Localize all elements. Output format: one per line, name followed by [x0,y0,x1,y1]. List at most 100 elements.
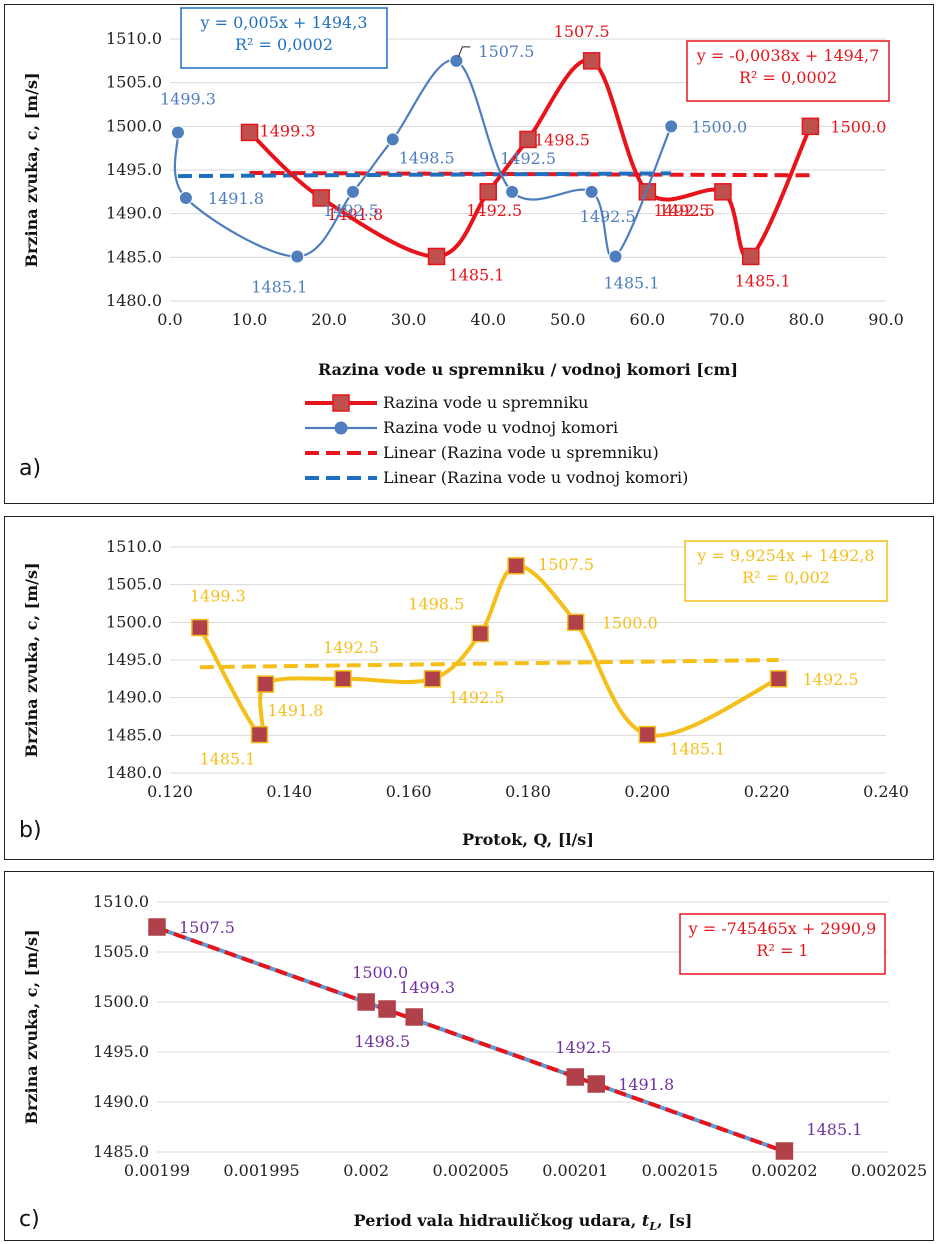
data-point [505,184,520,199]
data-point [638,725,657,744]
data-point [582,52,601,70]
series-line [173,59,673,259]
data-point [423,670,442,688]
legend-entry: Razina vode u vodnoj komori [305,418,618,437]
x-tick-label: 0.160 [386,782,432,801]
x-tick-label: 30.0 [391,310,427,329]
y-tick-label: 1500.0 [106,612,162,631]
x-tick-label: 0.002005 [433,1161,509,1180]
y-tick-label: 1495.0 [93,1042,149,1061]
legend-entry: Razina vode u spremniku [305,393,588,412]
data-label: 1492.5 [555,1038,611,1057]
data-point [178,190,193,205]
y-axis-title: Brzina zvuka, c, [m/s] [22,72,41,267]
data-label: 1499.3 [399,978,455,997]
x-axis-title-tail: , [s] [657,1211,692,1230]
data-point [507,557,525,575]
trendline-equation: y = 0,005x + 1494,3 [199,13,367,32]
data-point [250,725,269,744]
data-label: 1498.5 [534,130,590,149]
data-point [584,184,599,199]
legend-entry: Linear (Razina vode u spremniku) [305,443,659,462]
equation-box [180,7,388,69]
y-tick-label: 1485.0 [93,1142,149,1161]
data-label: 1500.0 [691,117,747,136]
data-label: 1492.5 [449,688,505,707]
x-axis-title: Razina vode u spremniku / vodnoj komori … [318,360,738,379]
x-tick-label: 0.002 [343,1161,389,1180]
data-label: 1492.5 [466,201,522,220]
data-point [256,675,275,693]
y-tick-label: 1495.0 [106,650,162,669]
x-axis-title: Period vala hidrauličkog udara, tL, [s] [354,1211,693,1233]
data-label: 1485.1 [449,265,505,284]
data-label: 1507.5 [478,42,534,61]
leader-line [457,46,471,58]
data-point [566,1068,585,1086]
data-point [290,249,305,264]
x-axis-title-var: t [642,1211,650,1230]
data-point [519,130,537,149]
legend-label: Linear (Razina vode u vodnoj komori) [383,468,688,487]
chart-panel-c: 1485.0 1490.0 1495.0 1500.0 1505.0 1510.0 0.00… [4,871,934,1241]
data-point [479,183,497,201]
equation-box [686,40,890,102]
x-tick-label: 0.00201 [542,1161,608,1180]
data-point [357,993,375,1011]
x-tick-label: 10.0 [232,310,268,329]
data-label: 1507.5 [179,918,235,937]
x-tick-label: 0.120 [147,782,193,801]
data-point [587,1075,605,1093]
x-tick-label: 0.180 [505,782,551,801]
data-point [148,918,166,936]
equation-box [684,540,888,602]
data-label: 1498.5 [399,148,455,167]
data-label: 1485.1 [669,740,725,759]
x-tick-label: 0.001995 [223,1161,299,1180]
y-tick-label: 1480.0 [106,291,162,310]
x-axis-title: Protok, Q, [l/s] [462,830,594,849]
data-point [801,117,820,136]
data-label: 1492.5 [500,149,556,168]
data-label: 1485.1 [735,271,791,290]
data-point [240,123,259,142]
data-point [170,125,185,140]
trendline-r2: R² = 0,002 [742,568,830,587]
x-tick-label: 0.140 [266,782,312,801]
data-label: 1499.3 [160,89,216,108]
data-label: 1492.5 [323,201,379,220]
data-point [334,670,352,688]
panel-label: b) [19,818,42,843]
chart-panel-b: 1480.0 1485.0 1490.0 1495.0 1500.0 1505.0 1510… [4,516,934,860]
y-tick-label: 1490.0 [93,1092,149,1111]
y-tick-label: 1500.0 [93,992,149,1011]
data-label: 1485.1 [200,750,256,769]
data-point [378,1000,396,1018]
panel-label: a) [19,456,41,481]
data-label: 1507.5 [554,22,610,41]
trendline-r2: R² = 1 [756,941,808,960]
data-label: 1492.5 [653,201,709,220]
data-point [664,119,679,134]
data-point [312,189,330,207]
trendline [156,925,786,1154]
y-tick-label: 1505.0 [106,575,162,594]
legend-label: Linear (Razina vode u spremniku) [383,443,659,462]
data-point [742,247,760,266]
data-label: 1500.0 [352,963,408,982]
y-tick-label: 1495.0 [106,160,162,179]
x-tick-label: 40.0 [470,310,506,329]
legend-label: Razina vode u vodnoj komori [383,418,618,437]
data-point [427,247,446,266]
data-label: 1499.3 [260,121,316,140]
y-axis-title: Brzina zvuka, c, [m/s] [22,562,41,757]
trendline [199,657,779,670]
trendline-r2: R² = 0,0002 [235,35,333,54]
legend-entry: Linear (Razina vode u vodnoj komori) [305,468,688,487]
data-point [775,1142,794,1160]
y-tick-label: 1505.0 [93,942,149,961]
x-tick-label: 0.200 [624,782,670,801]
data-point [714,183,732,201]
y-tick-label: 1510.0 [106,537,162,556]
trendline [177,171,672,179]
